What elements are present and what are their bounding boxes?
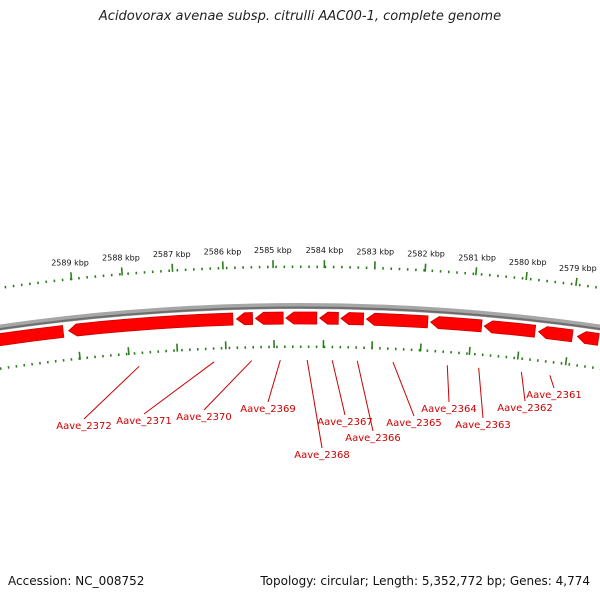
major-tick bbox=[120, 267, 124, 276]
gene-arrow bbox=[0, 325, 65, 347]
major-tick bbox=[127, 347, 130, 356]
gene-label: Aave_2372 bbox=[56, 421, 112, 432]
gene-label: Aave_2369 bbox=[240, 404, 296, 415]
position-label: 2580 kbp bbox=[509, 258, 547, 267]
inner-tick-ring bbox=[0, 340, 600, 370]
gene-label: Aave_2365 bbox=[386, 418, 442, 429]
gene-arrow bbox=[67, 312, 234, 337]
position-label: 2586 kbp bbox=[204, 247, 242, 256]
gene-arrow bbox=[537, 326, 574, 343]
position-label: 2582 kbp bbox=[407, 250, 445, 259]
gene-arrow bbox=[576, 331, 600, 346]
gene-leader-line bbox=[478, 367, 484, 419]
position-label: 2587 kbp bbox=[153, 250, 191, 259]
position-label: 2579 kbp bbox=[559, 264, 597, 273]
position-label: 2589 kbp bbox=[51, 258, 89, 267]
gene-leader-line bbox=[520, 371, 526, 402]
gene-leader-line bbox=[356, 360, 374, 432]
genome-backbone bbox=[0, 302, 600, 331]
gene-label: Aave_2361 bbox=[526, 390, 582, 401]
gene-arrow bbox=[483, 320, 537, 338]
gene-leader-line bbox=[306, 359, 323, 449]
gene-label: Aave_2368 bbox=[294, 450, 350, 461]
gene-leader-line bbox=[143, 361, 215, 415]
position-label: 2584 kbp bbox=[306, 246, 344, 255]
gene-label: Aave_2367 bbox=[317, 417, 373, 428]
gene-arrow bbox=[319, 311, 339, 325]
major-tick bbox=[78, 351, 81, 360]
gene-arrow bbox=[365, 312, 429, 329]
gene-track bbox=[0, 311, 600, 347]
gene-arrow bbox=[340, 312, 365, 326]
gene-label: Aave_2363 bbox=[455, 420, 511, 431]
gene-label: Aave_2364 bbox=[421, 404, 477, 415]
gene-leader-line bbox=[267, 359, 281, 403]
gene-arrow bbox=[235, 312, 254, 326]
major-tick bbox=[475, 267, 478, 276]
gene-arrow bbox=[254, 311, 284, 325]
major-tick bbox=[468, 346, 471, 356]
position-label: 2583 kbp bbox=[356, 247, 394, 256]
gene-leader-line bbox=[392, 361, 415, 417]
gene-label: Aave_2370 bbox=[176, 412, 232, 423]
position-label: 2581 kbp bbox=[458, 253, 496, 262]
gene-label: Aave_2371 bbox=[116, 416, 172, 427]
gene-leader-line bbox=[549, 375, 555, 389]
outer-tick-ring bbox=[4, 260, 598, 289]
gene-arrow bbox=[285, 311, 318, 325]
gene-leader-line bbox=[203, 360, 253, 411]
gene-arrow bbox=[429, 316, 483, 333]
major-tick bbox=[525, 271, 528, 281]
major-tick bbox=[564, 357, 568, 366]
genome-summary: Topology: circular; Length: 5,352,772 bp… bbox=[260, 574, 590, 588]
backbone-arc bbox=[0, 302, 600, 331]
gene-leader-line bbox=[331, 360, 346, 416]
position-label: 2585 kbp bbox=[254, 246, 292, 255]
major-tick bbox=[69, 272, 73, 281]
major-tick bbox=[516, 351, 520, 360]
position-labels: 2579 kbp 2580 kbp 2581 kbp 2582 kbp 2583 kbp… bbox=[51, 246, 596, 273]
genome-title: Acidovorax avenae subsp. citrulli AAC00-… bbox=[98, 9, 502, 24]
position-label: 2588 kbp bbox=[102, 253, 140, 262]
gene-label: Aave_2366 bbox=[345, 433, 401, 444]
gene-leader-line bbox=[446, 365, 450, 403]
backbone-edge bbox=[0, 306, 600, 331]
gene-label: Aave_2362 bbox=[497, 403, 553, 414]
gene-leader-line bbox=[83, 365, 140, 420]
major-tick bbox=[575, 277, 578, 286]
accession-text: Accession: NC_008752 bbox=[8, 574, 145, 588]
gene-labels: Aave_2361 Aave_2362 Aave_2363 Aave_2364 Aave… bbox=[56, 359, 582, 461]
